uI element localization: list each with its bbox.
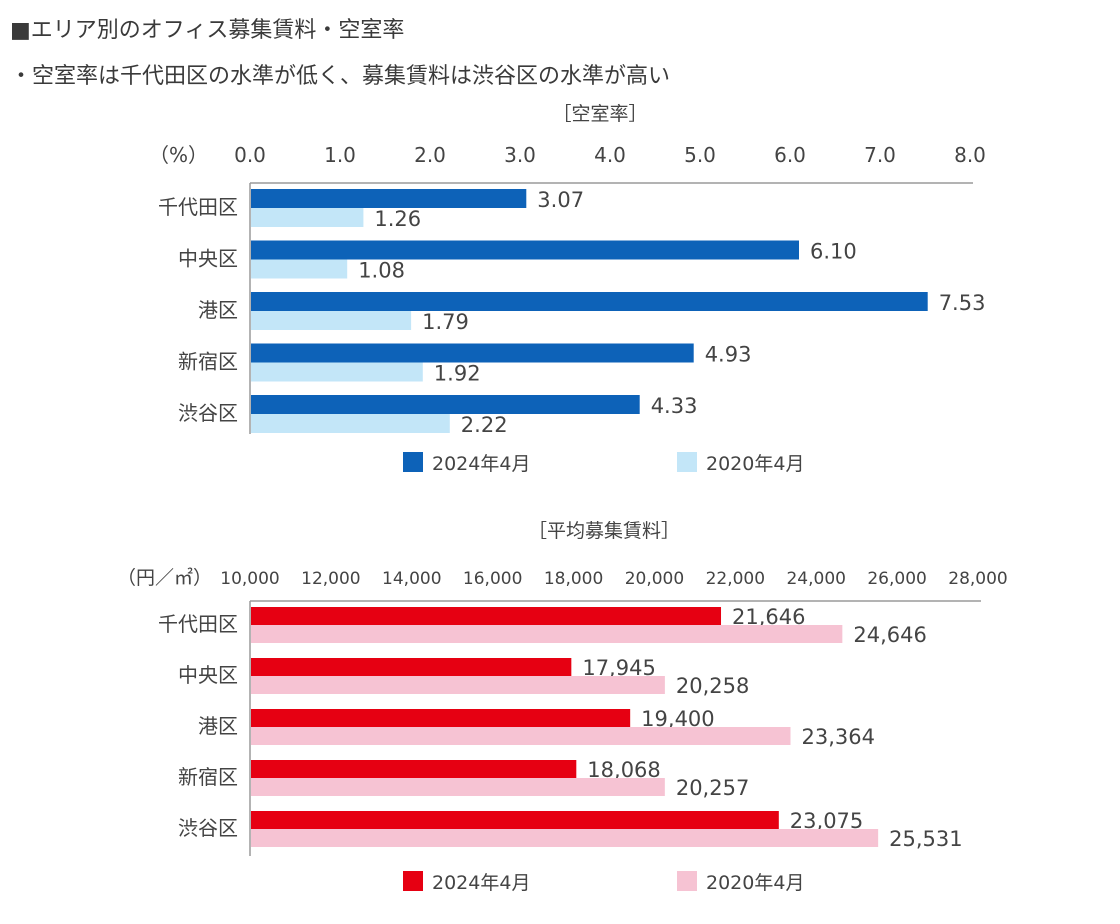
legend-label: 2020年4月	[706, 453, 804, 475]
data-label: 20,257	[676, 776, 749, 800]
category-label: 新宿区	[178, 765, 238, 789]
data-label: 20,258	[676, 674, 749, 698]
x-tick-label: 2.0	[414, 143, 446, 167]
bar-series2	[251, 676, 665, 694]
x-tick-label: 1.0	[324, 143, 356, 167]
category-label: 中央区	[178, 663, 238, 687]
legend-label: 2024年4月	[432, 872, 530, 894]
x-tick-label: 0.0	[234, 143, 266, 167]
x-tick-label: 6.0	[774, 143, 806, 167]
x-tick-label: 5.0	[684, 143, 716, 167]
bar-series1	[251, 760, 577, 778]
bar-series1	[251, 607, 722, 625]
category-label: 港区	[198, 298, 238, 322]
category-label: 港区	[198, 714, 238, 738]
data-label: 4.93	[705, 343, 752, 367]
bar-series1	[251, 240, 799, 260]
legend-swatch	[403, 452, 423, 472]
data-label: 2.22	[461, 413, 508, 437]
x-tick-label: 4.0	[594, 143, 626, 167]
x-tick-label: 10,000	[220, 569, 279, 589]
bar-series2	[251, 778, 665, 796]
bar-series1	[251, 709, 631, 727]
bar-series1	[251, 343, 694, 363]
x-tick-label: 3.0	[504, 143, 536, 167]
x-tick-label: 22,000	[706, 569, 765, 589]
bar-series2	[251, 414, 450, 433]
legend-swatch	[403, 871, 423, 891]
x-tick-label: 12,000	[301, 569, 360, 589]
legend-swatch	[677, 871, 697, 891]
data-label: 1.08	[358, 259, 405, 283]
category-label: 千代田区	[158, 612, 238, 636]
legend-label: 2020年4月	[706, 872, 804, 894]
data-label: 1.79	[422, 310, 469, 334]
bar-series2	[251, 311, 412, 330]
data-label: 7.53	[939, 291, 986, 315]
legend-swatch	[677, 452, 697, 472]
category-label: 渋谷区	[178, 401, 238, 425]
data-label: 3.07	[537, 188, 584, 212]
x-tick-label: 16,000	[463, 569, 522, 589]
chart-title: ［空室率］	[552, 103, 647, 125]
page-title: ■エリア別のオフィス募集賃料・空室率	[10, 18, 405, 43]
x-tick-label: 18,000	[544, 569, 603, 589]
bar-series2	[251, 259, 348, 279]
data-label: 23,364	[801, 725, 874, 749]
unit-label: （%）	[149, 143, 208, 167]
category-label: 中央区	[178, 247, 238, 271]
data-label: 6.10	[810, 240, 857, 264]
data-label: 1.26	[374, 207, 421, 231]
x-tick-label: 26,000	[867, 569, 926, 589]
x-tick-label: 8.0	[954, 143, 986, 167]
category-label: 渋谷区	[178, 816, 238, 840]
x-tick-label: 14,000	[382, 569, 441, 589]
data-label: 1.92	[434, 362, 481, 386]
data-label: 24,646	[853, 623, 926, 647]
legend-label: 2024年4月	[432, 453, 530, 475]
x-tick-label: 24,000	[786, 569, 845, 589]
bar-series1	[251, 658, 572, 676]
x-tick-label: 7.0	[864, 143, 896, 167]
x-tick-label: 20,000	[625, 569, 684, 589]
chart-title: ［平均募集賃料］	[528, 520, 680, 542]
x-tick-label: 28,000	[948, 569, 1007, 589]
bar-series2	[251, 625, 843, 643]
unit-label: （円／㎡）	[117, 566, 212, 589]
bar-series1	[251, 189, 527, 208]
bar-series2	[251, 362, 423, 382]
data-label: 4.33	[651, 394, 698, 418]
category-label: 新宿区	[178, 350, 238, 374]
data-label: 25,531	[889, 827, 962, 851]
bar-series2	[251, 208, 364, 227]
bar-series2	[251, 829, 879, 847]
bar-series1	[251, 811, 779, 829]
summary-bullet: ・空室率は千代田区の水準が低く、募集賃料は渋谷区の水準が高い	[10, 64, 671, 89]
bar-series1	[251, 395, 640, 414]
category-label: 千代田区	[158, 195, 238, 219]
bar-series1	[251, 292, 928, 311]
bar-series2	[251, 727, 791, 745]
